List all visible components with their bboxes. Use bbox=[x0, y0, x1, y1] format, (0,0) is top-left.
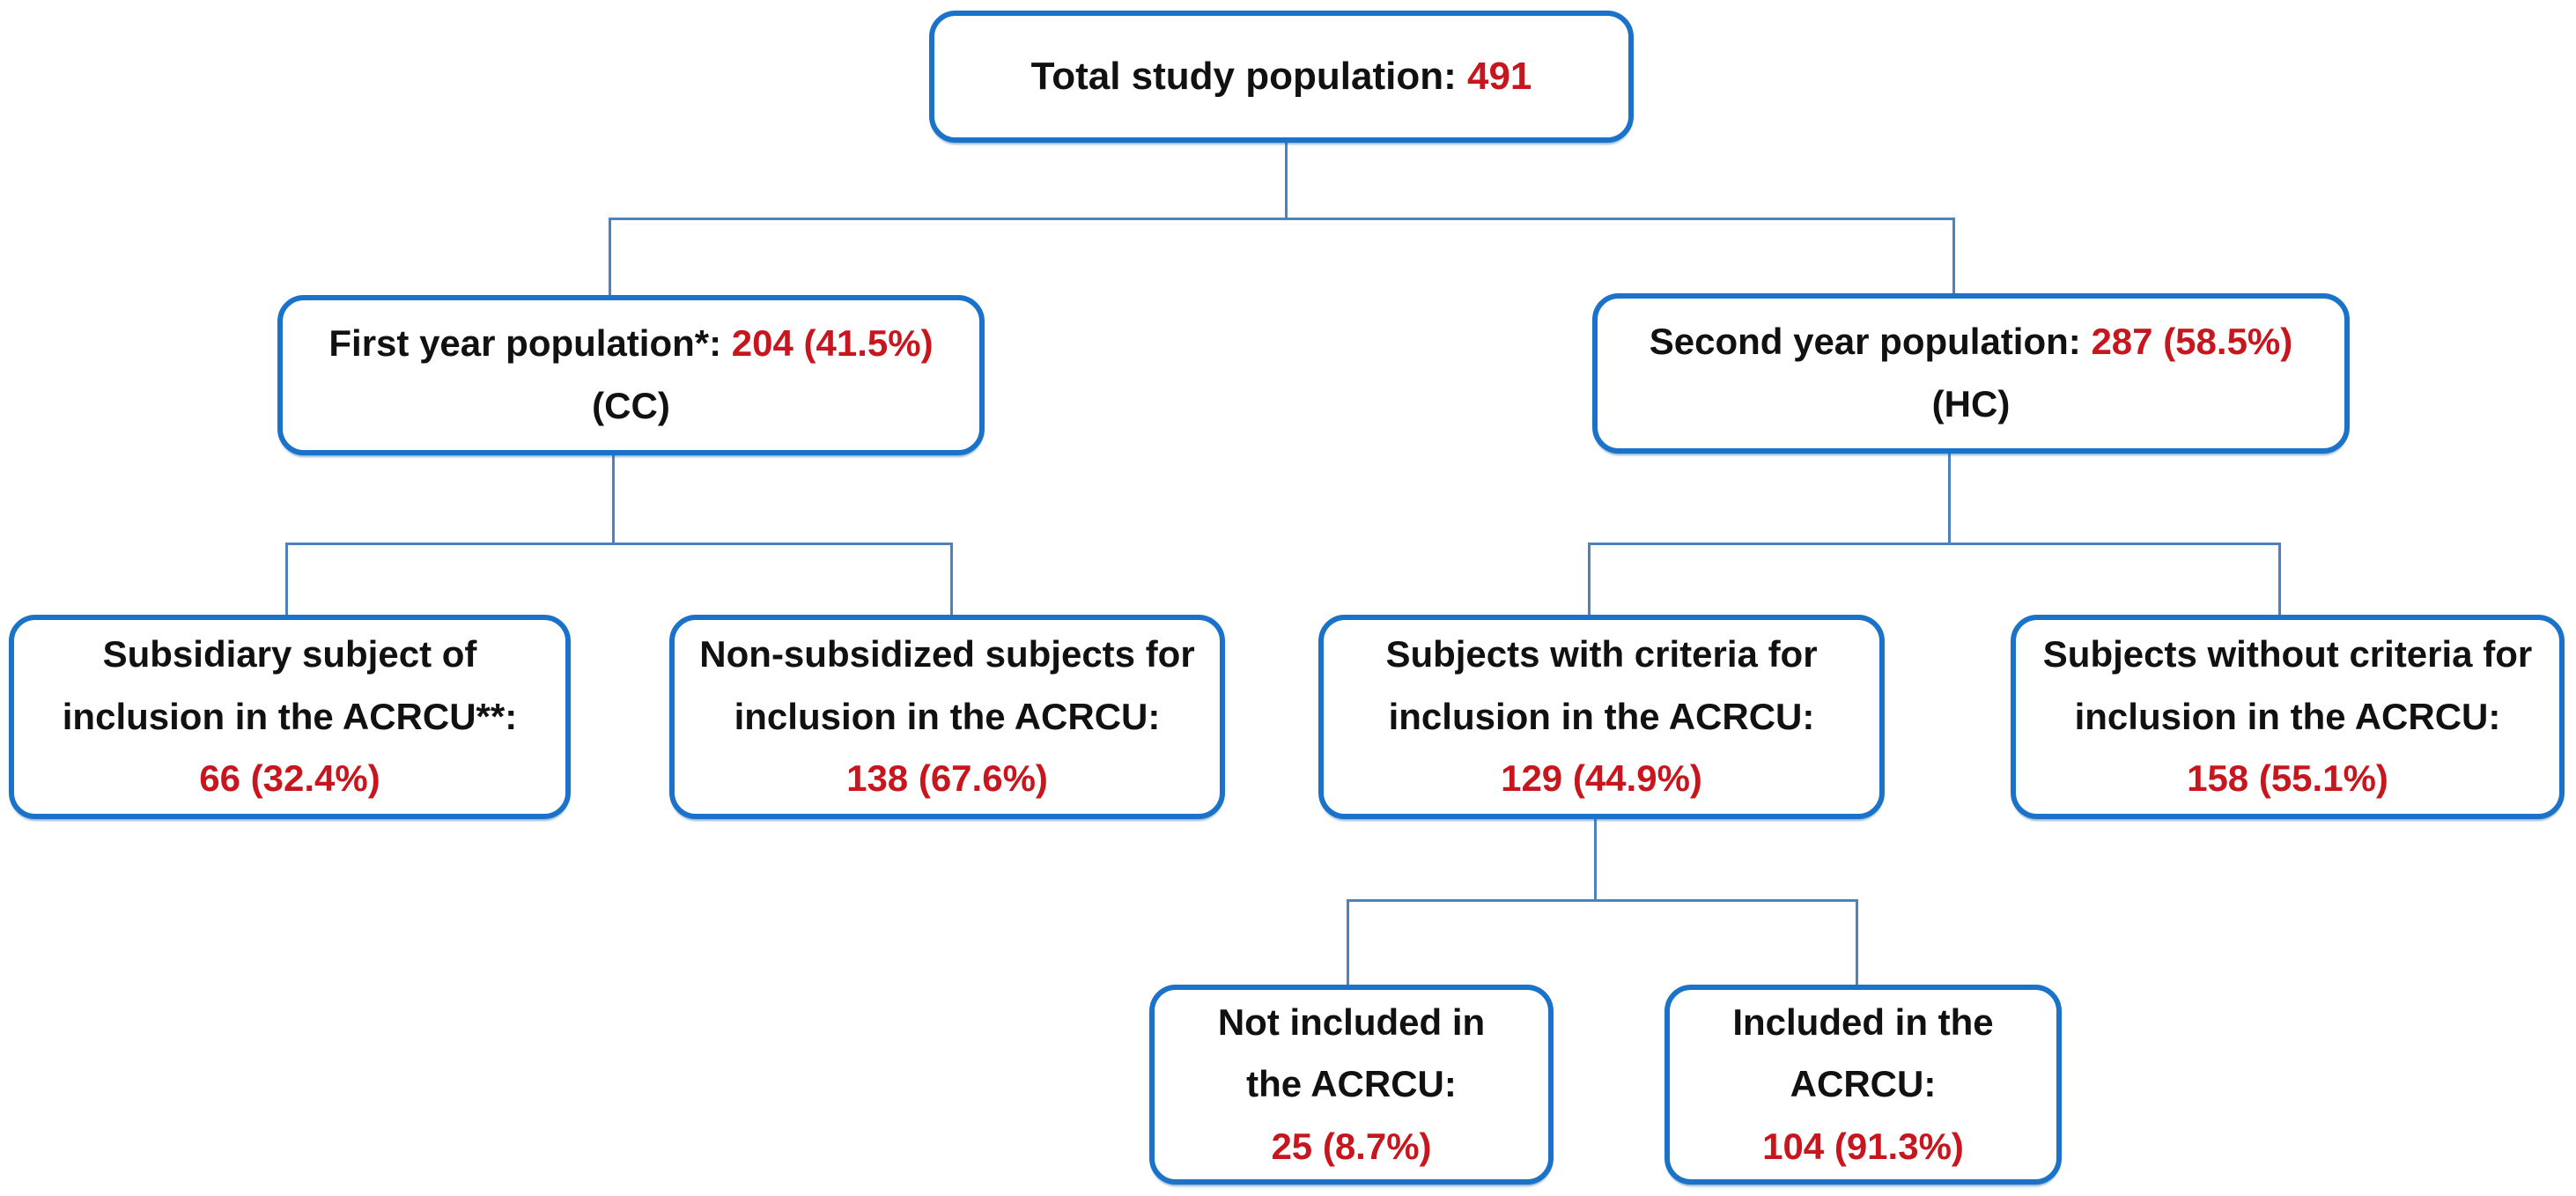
node-with-criteria: Subjects with criteria for inclusion in … bbox=[1318, 615, 1885, 819]
node-included: Included in the ACRCU: 104 (91.3%) bbox=[1664, 985, 2062, 1185]
without-criteria-line2: inclusion in the ACRCU: bbox=[2074, 695, 2501, 737]
connector-to-without-criteria bbox=[2278, 543, 2281, 616]
node-not-included: Not included in the ACRCU: 25 (8.7%) bbox=[1149, 985, 1554, 1185]
connector-with-criteria-bar bbox=[1347, 899, 1858, 902]
non-subsidized-value: 138 (67.6%) bbox=[846, 757, 1048, 800]
second-year-value: 287 (58.5%) bbox=[2091, 321, 2293, 363]
connector-to-non-subsidized bbox=[950, 543, 953, 616]
not-included-line2: the ACRCU: bbox=[1246, 1063, 1457, 1105]
second-year-label: Second year population: bbox=[1649, 321, 2081, 363]
subsidiary-line2: inclusion in the ACRCU**: bbox=[62, 695, 518, 737]
included-value: 104 (91.3%) bbox=[1762, 1125, 1964, 1167]
first-year-sublabel: (CC) bbox=[592, 385, 670, 426]
connector-second-year-stem bbox=[1948, 452, 1951, 545]
without-criteria-line1: Subjects without criteria for bbox=[2042, 633, 2533, 676]
connector-root-to-first-year bbox=[609, 218, 611, 297]
not-included-line1: Not included in bbox=[1217, 1000, 1486, 1043]
non-subsidized-line1: Non-subsidized subjects for bbox=[699, 633, 1195, 676]
total-value: 491 bbox=[1466, 55, 1532, 99]
connector-to-included bbox=[1856, 899, 1858, 986]
with-criteria-value: 129 (44.9%) bbox=[1501, 757, 1702, 800]
total-label: Total study population: bbox=[1030, 55, 1457, 99]
with-criteria-line1: Subjects with criteria for bbox=[1385, 633, 1818, 676]
node-total-study-population: Total study population: 491 bbox=[929, 11, 1634, 143]
connector-to-with-criteria bbox=[1588, 543, 1591, 616]
node-without-criteria: Subjects without criteria for inclusion … bbox=[2011, 615, 2565, 819]
connector-root-to-second-year bbox=[1952, 218, 1955, 295]
connector-with-criteria-stem bbox=[1594, 817, 1597, 902]
connector-first-year-bar bbox=[285, 543, 953, 545]
not-included-value: 25 (8.7%) bbox=[1271, 1125, 1432, 1167]
with-criteria-line2: inclusion in the ACRCU: bbox=[1388, 695, 1815, 737]
node-first-year-population: First year population*: 204 (41.5%) (CC) bbox=[277, 295, 985, 455]
connector-root-bar bbox=[609, 218, 1955, 220]
connector-root-stem bbox=[1285, 143, 1288, 219]
connector-to-subsidiary bbox=[285, 543, 288, 616]
included-line1: Included in the bbox=[1732, 1000, 1994, 1043]
first-year-label: First year population*: bbox=[328, 322, 722, 365]
node-second-year-population: Second year population: 287 (58.5%) (HC) bbox=[1592, 293, 2350, 454]
connector-first-year-stem bbox=[612, 454, 615, 545]
subsidiary-value: 66 (32.4%) bbox=[199, 757, 380, 800]
node-subsidiary-inclusion: Subsidiary subject of inclusion in the A… bbox=[9, 615, 571, 819]
first-year-value: 204 (41.5%) bbox=[731, 322, 934, 365]
non-subsidized-line2: inclusion in the ACRCU: bbox=[734, 695, 1161, 737]
second-year-sublabel: (HC) bbox=[1931, 383, 2011, 425]
without-criteria-value: 158 (55.1%) bbox=[2187, 757, 2388, 800]
subsidiary-line1: Subsidiary subject of bbox=[102, 633, 477, 676]
connector-to-not-included bbox=[1347, 899, 1349, 986]
included-line2: ACRCU: bbox=[1790, 1063, 1937, 1105]
connector-second-year-bar bbox=[1588, 543, 2281, 545]
node-non-subsidized: Non-subsidized subjects for inclusion in… bbox=[669, 615, 1225, 819]
